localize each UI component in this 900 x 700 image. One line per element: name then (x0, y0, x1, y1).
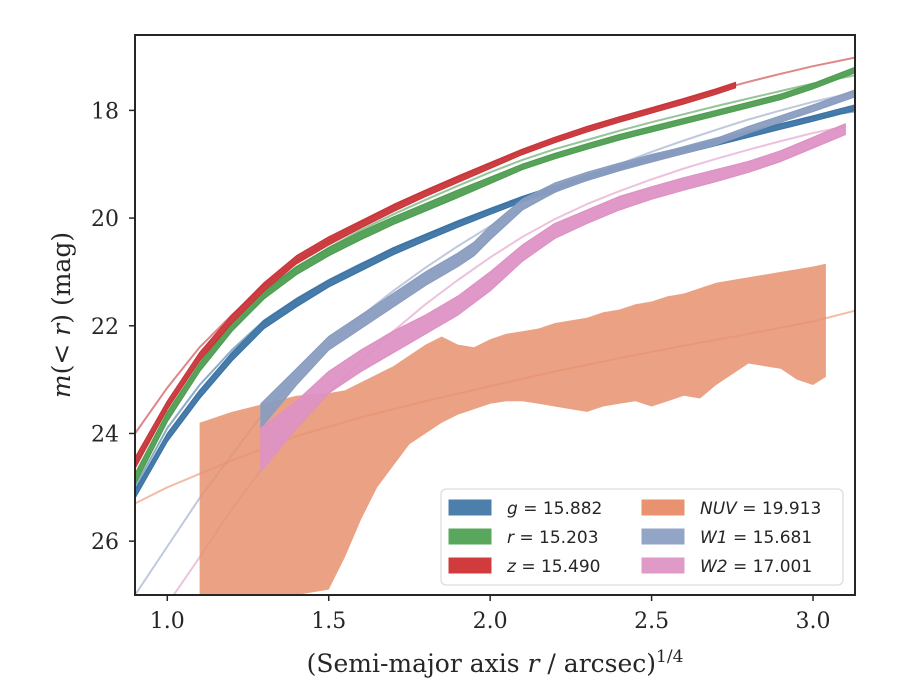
profile-band-g (135, 104, 855, 499)
legend-swatch-2 (448, 528, 492, 545)
x-tick-label: 1.0 (150, 609, 185, 634)
legend-label-1: NUV = 19.913 (700, 499, 821, 519)
profile-band-z (135, 81, 737, 470)
legend-swatch-4 (448, 557, 492, 574)
axis-ticks: 1.0 1.5 2.0 2.5 3.0 18 20 22 24 26 (91, 99, 831, 634)
profile-band-nuv (199, 263, 826, 595)
legend-swatch-5 (641, 557, 685, 574)
legend-swatch-3 (641, 528, 685, 545)
legend-label-2: r = 15.203 (507, 528, 599, 548)
x-tick-label: 1.5 (311, 609, 346, 634)
plot-area (135, 56, 855, 595)
y-tick-label: 20 (91, 207, 119, 232)
legend-label-4: z = 15.490 (506, 557, 600, 577)
y-tick-label: 18 (91, 99, 119, 124)
profile-band-w1 (260, 89, 855, 429)
legend-label-3: W1 = 15.681 (700, 528, 812, 548)
y-axis-label: m(< r) (mag) (47, 232, 76, 398)
x-tick-label: 2.0 (473, 609, 508, 634)
x-tick-label: 2.5 (634, 609, 669, 634)
legend-label-5: W2 = 17.001 (700, 557, 812, 577)
y-tick-label: 22 (91, 315, 119, 340)
x-tick-label: 3.0 (796, 609, 831, 634)
legend-swatch-1 (641, 499, 685, 516)
x-axis-label: (Semi-major axis r / arcsec)1/4 (307, 647, 684, 678)
legend-label-0: g = 15.882 (507, 499, 602, 519)
plot-frame (134, 34, 856, 596)
y-tick-label: 24 (91, 422, 119, 447)
legend-swatch-0 (448, 499, 492, 516)
profile-band-r (135, 66, 855, 486)
legend: g = 15.882 NUV = 19.913 r = 15.203 W1 = 15.… (440, 488, 844, 586)
profile-band-w2 (260, 123, 846, 472)
y-tick-label: 26 (91, 530, 119, 555)
